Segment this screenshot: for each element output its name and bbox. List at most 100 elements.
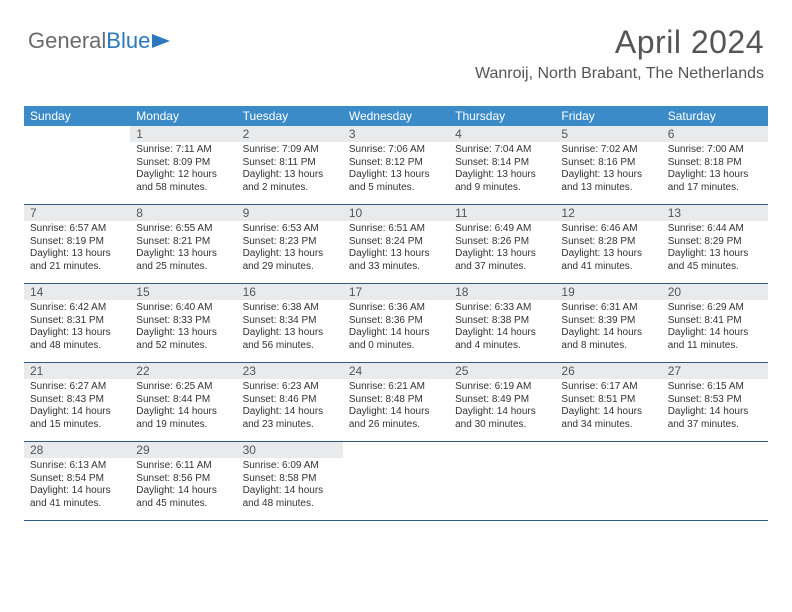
dow-label: Saturday bbox=[662, 106, 768, 126]
day-number: 19 bbox=[555, 284, 661, 300]
day-info: Sunrise: 6:15 AMSunset: 8:53 PMDaylight:… bbox=[662, 381, 768, 431]
day-info: Sunrise: 6:53 AMSunset: 8:23 PMDaylight:… bbox=[237, 223, 343, 273]
day-number: 12 bbox=[555, 205, 661, 221]
calendar-cell: 19 Sunrise: 6:31 AMSunset: 8:39 PMDayligh… bbox=[555, 284, 661, 362]
day-number: 1 bbox=[130, 126, 236, 142]
day-info: Sunrise: 6:40 AMSunset: 8:33 PMDaylight:… bbox=[130, 302, 236, 352]
calendar-cell: 13 Sunrise: 6:44 AMSunset: 8:29 PMDayligh… bbox=[662, 205, 768, 283]
location-subtitle: Wanroij, North Brabant, The Netherlands bbox=[475, 65, 764, 83]
calendar-week: 28 Sunrise: 6:13 AMSunset: 8:54 PMDayligh… bbox=[24, 442, 768, 521]
dow-label: Sunday bbox=[24, 106, 130, 126]
day-info: Sunrise: 6:29 AMSunset: 8:41 PMDaylight:… bbox=[662, 302, 768, 352]
calendar-cell: · bbox=[662, 442, 768, 520]
day-info: Sunrise: 6:42 AMSunset: 8:31 PMDaylight:… bbox=[24, 302, 130, 352]
day-info: Sunrise: 7:00 AMSunset: 8:18 PMDaylight:… bbox=[662, 144, 768, 194]
calendar-cell: 4Sunrise: 7:04 AMSunset: 8:14 PMDaylight… bbox=[449, 126, 555, 204]
day-info: Sunrise: 6:17 AMSunset: 8:51 PMDaylight:… bbox=[555, 381, 661, 431]
dow-label: Monday bbox=[130, 106, 236, 126]
calendar-cell: 1 Sunrise: 7:11 AMSunset: 8:09 PMDaylight… bbox=[130, 126, 236, 204]
calendar-cell: 11Sunrise: 6:49 AMSunset: 8:26 PMDayligh… bbox=[449, 205, 555, 283]
day-number: 9 bbox=[237, 205, 343, 221]
calendar-cell: 18 Sunrise: 6:33 AMSunset: 8:38 PMDayligh… bbox=[449, 284, 555, 362]
day-info: Sunrise: 6:33 AMSunset: 8:38 PMDaylight:… bbox=[449, 302, 555, 352]
day-number: 26 bbox=[555, 363, 661, 379]
day-number: 15 bbox=[130, 284, 236, 300]
day-number: 5 bbox=[555, 126, 661, 142]
day-number: 3 bbox=[343, 126, 449, 142]
day-number: 22 bbox=[130, 363, 236, 379]
calendar-cell: 28 Sunrise: 6:13 AMSunset: 8:54 PMDayligh… bbox=[24, 442, 130, 520]
day-info: Sunrise: 7:04 AMSunset: 8:14 PMDaylight:… bbox=[449, 144, 555, 194]
day-info: Sunrise: 6:55 AMSunset: 8:21 PMDaylight:… bbox=[130, 223, 236, 273]
calendar-cell: 16Sunrise: 6:38 AMSunset: 8:34 PMDayligh… bbox=[237, 284, 343, 362]
calendar-week: 14 Sunrise: 6:42 AMSunset: 8:31 PMDayligh… bbox=[24, 284, 768, 363]
day-number: 10 bbox=[343, 205, 449, 221]
day-number: 27 bbox=[662, 363, 768, 379]
day-info: Sunrise: 6:19 AMSunset: 8:49 PMDaylight:… bbox=[449, 381, 555, 431]
weeks-container: ·1Sunrise: 7:11 AMSunset: 8:09 PMDayligh… bbox=[24, 126, 768, 521]
day-info: Sunrise: 6:46 AMSunset: 8:28 PMDaylight:… bbox=[555, 223, 661, 273]
day-number: 13 bbox=[662, 205, 768, 221]
dow-label: Friday bbox=[555, 106, 661, 126]
calendar-cell: 29 Sunrise: 6:11 AMSunset: 8:56 PMDayligh… bbox=[130, 442, 236, 520]
calendar-cell: 26 Sunrise: 6:17 AMSunset: 8:51 PMDayligh… bbox=[555, 363, 661, 441]
day-info: Sunrise: 6:44 AMSunset: 8:29 PMDaylight:… bbox=[662, 223, 768, 273]
calendar-cell: 27 Sunrise: 6:15 AMSunset: 8:53 PMDayligh… bbox=[662, 363, 768, 441]
calendar-cell: 6 Sunrise: 7:00 AMSunset: 8:18 PMDaylight… bbox=[662, 126, 768, 204]
calendar-cell: 14 Sunrise: 6:42 AMSunset: 8:31 PMDayligh… bbox=[24, 284, 130, 362]
calendar-cell: 17Sunrise: 6:36 AMSunset: 8:36 PMDayligh… bbox=[343, 284, 449, 362]
calendar-cell: 3Sunrise: 7:06 AMSunset: 8:12 PMDaylight… bbox=[343, 126, 449, 204]
calendar-cell: · bbox=[555, 442, 661, 520]
day-info: Sunrise: 7:02 AMSunset: 8:16 PMDaylight:… bbox=[555, 144, 661, 194]
day-number: 8 bbox=[130, 205, 236, 221]
day-info: Sunrise: 6:11 AMSunset: 8:56 PMDaylight:… bbox=[130, 460, 236, 510]
dow-label: Thursday bbox=[449, 106, 555, 126]
day-number: 29 bbox=[130, 442, 236, 458]
calendar-cell: 24 Sunrise: 6:21 AMSunset: 8:48 PMDayligh… bbox=[343, 363, 449, 441]
calendar-cell: 5 Sunrise: 7:02 AMSunset: 8:16 PMDaylight… bbox=[555, 126, 661, 204]
calendar-cell: 22 Sunrise: 6:25 AMSunset: 8:44 PMDayligh… bbox=[130, 363, 236, 441]
day-info: Sunrise: 6:57 AMSunset: 8:19 PMDaylight:… bbox=[24, 223, 130, 273]
day-number: 20 bbox=[662, 284, 768, 300]
brand-logo: GeneralBlue bbox=[28, 28, 170, 54]
calendar-cell: 25 Sunrise: 6:19 AMSunset: 8:49 PMDayligh… bbox=[449, 363, 555, 441]
day-info: Sunrise: 7:09 AMSunset: 8:11 PMDaylight:… bbox=[237, 144, 343, 194]
day-info: Sunrise: 6:13 AMSunset: 8:54 PMDaylight:… bbox=[24, 460, 130, 510]
day-info: Sunrise: 6:21 AMSunset: 8:48 PMDaylight:… bbox=[343, 381, 449, 431]
day-number: 2 bbox=[237, 126, 343, 142]
day-info: Sunrise: 6:09 AMSunset: 8:58 PMDaylight:… bbox=[237, 460, 343, 510]
calendar-cell: · bbox=[24, 126, 130, 204]
calendar-cell: 23 Sunrise: 6:23 AMSunset: 8:46 PMDayligh… bbox=[237, 363, 343, 441]
day-number: 28 bbox=[24, 442, 130, 458]
day-number: 24 bbox=[343, 363, 449, 379]
day-of-week-header: SundayMondayTuesdayWednesdayThursdayFrid… bbox=[24, 106, 768, 126]
day-info: Sunrise: 6:31 AMSunset: 8:39 PMDaylight:… bbox=[555, 302, 661, 352]
calendar-cell: 30 Sunrise: 6:09 AMSunset: 8:58 PMDayligh… bbox=[237, 442, 343, 520]
day-number: 23 bbox=[237, 363, 343, 379]
day-number: 14 bbox=[24, 284, 130, 300]
day-info: Sunrise: 6:49 AMSunset: 8:26 PMDaylight:… bbox=[449, 223, 555, 273]
day-number: 18 bbox=[449, 284, 555, 300]
day-info: Sunrise: 6:36 AMSunset: 8:36 PMDaylight:… bbox=[343, 302, 449, 352]
month-title: April 2024 bbox=[475, 24, 764, 61]
day-info: Sunrise: 6:25 AMSunset: 8:44 PMDaylight:… bbox=[130, 381, 236, 431]
day-info: Sunrise: 6:38 AMSunset: 8:34 PMDaylight:… bbox=[237, 302, 343, 352]
calendar-cell: 8 Sunrise: 6:55 AMSunset: 8:21 PMDaylight… bbox=[130, 205, 236, 283]
calendar-cell: 7 Sunrise: 6:57 AMSunset: 8:19 PMDaylight… bbox=[24, 205, 130, 283]
brand-part2: Blue bbox=[106, 28, 150, 54]
day-number: 21 bbox=[24, 363, 130, 379]
page-header: April 2024 Wanroij, North Brabant, The N… bbox=[475, 24, 764, 83]
day-info: Sunrise: 7:11 AMSunset: 8:09 PMDaylight:… bbox=[130, 144, 236, 194]
day-number: 6 bbox=[662, 126, 768, 142]
dow-label: Tuesday bbox=[237, 106, 343, 126]
day-info: Sunrise: 6:23 AMSunset: 8:46 PMDaylight:… bbox=[237, 381, 343, 431]
calendar-cell: 10Sunrise: 6:51 AMSunset: 8:24 PMDayligh… bbox=[343, 205, 449, 283]
day-number: 30 bbox=[237, 442, 343, 458]
calendar-grid: SundayMondayTuesdayWednesdayThursdayFrid… bbox=[24, 106, 768, 521]
day-number: 7 bbox=[24, 205, 130, 221]
day-number: 25 bbox=[449, 363, 555, 379]
day-info: Sunrise: 6:27 AMSunset: 8:43 PMDaylight:… bbox=[24, 381, 130, 431]
calendar-cell: 9 Sunrise: 6:53 AMSunset: 8:23 PMDaylight… bbox=[237, 205, 343, 283]
brand-part1: General bbox=[28, 28, 106, 54]
calendar-week: ·1 Sunrise: 7:11 AMSunset: 8:09 PMDayligh… bbox=[24, 126, 768, 205]
